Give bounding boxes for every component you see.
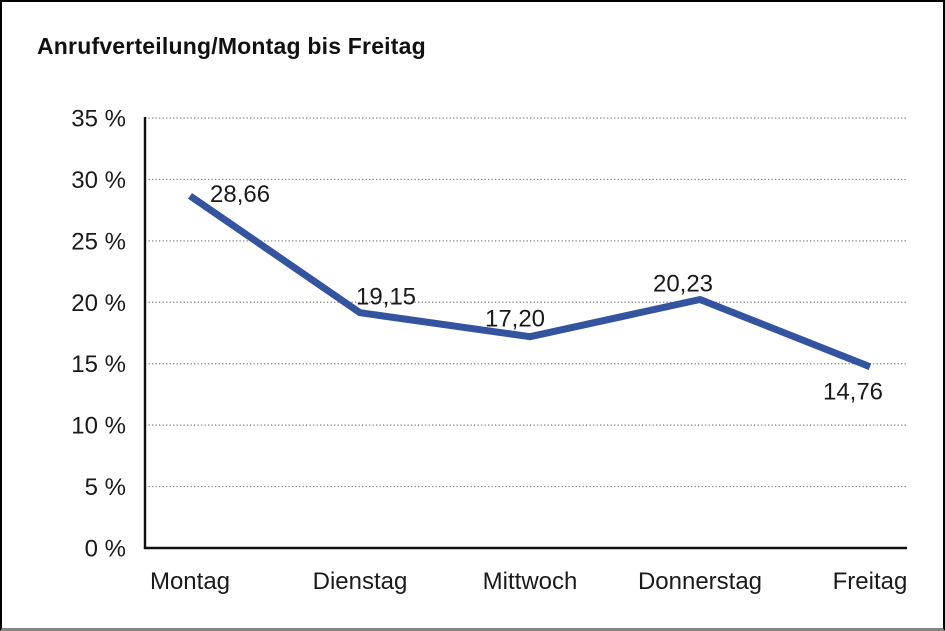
x-category-label: Montag [150,568,230,595]
x-category-label: Freitag [833,568,908,595]
data-point-label: 17,20 [485,306,545,333]
data-point-label: 20,23 [653,270,713,297]
y-tick-label: 35 % [71,106,126,133]
data-point-label: 28,66 [210,181,270,208]
x-category-label: Mittwoch [483,568,578,595]
data-point-label: 14,76 [823,379,883,406]
data-point-label: 19,15 [356,284,416,311]
chart-title: Anrufverteilung/Montag bis Freitag [37,33,426,59]
y-tick-label: 10 % [71,413,126,440]
y-tick-label: 30 % [71,167,126,194]
x-category-label: Dienstag [313,568,408,595]
x-category-label: Donnerstag [638,568,762,595]
y-tick-label: 20 % [71,290,126,317]
data-line-series [188,193,872,370]
y-tick-label: 0 % [85,536,126,563]
y-tick-label: 5 % [85,474,126,501]
y-tick-label: 25 % [71,228,126,255]
y-tick-label: 15 % [71,351,126,378]
